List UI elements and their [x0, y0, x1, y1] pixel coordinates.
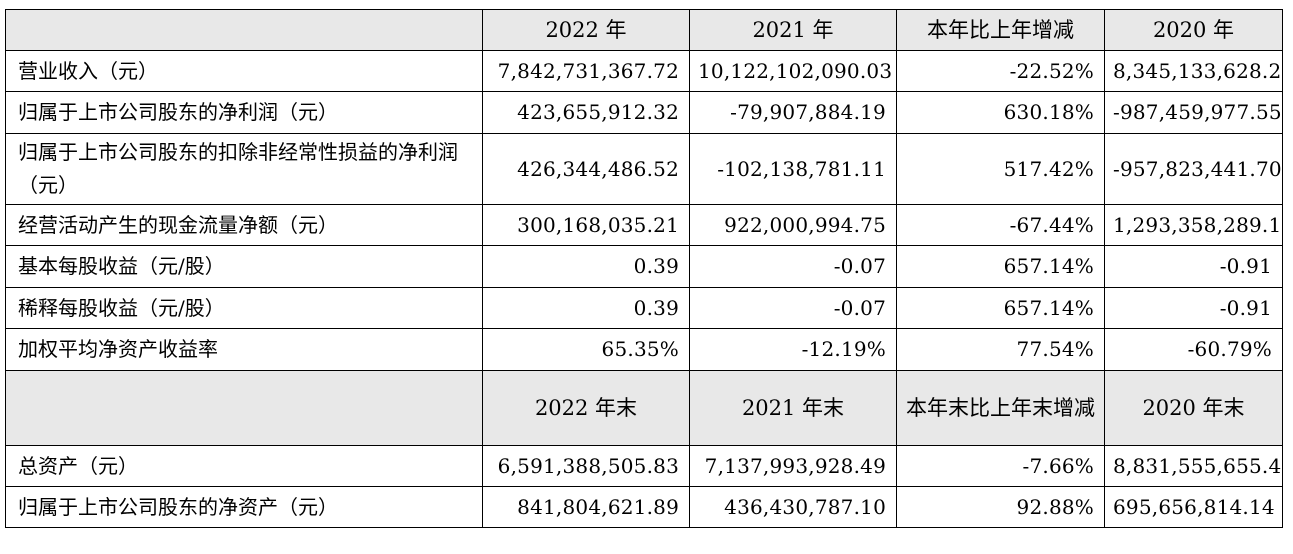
cell-value: 436,430,787.10 — [689, 486, 897, 528]
cell-value: 7,137,993,928.49 — [689, 445, 897, 487]
cell-value: 695,656,814.14 — [1104, 486, 1283, 528]
cell-value: 6,591,388,505.83 — [482, 445, 690, 487]
header-year-2022: 2022 年 — [482, 9, 690, 51]
row-label-operating-cash-flow: 经营活动产生的现金流量净额（元） — [5, 204, 483, 246]
cell-value: 423,655,912.32 — [482, 91, 690, 134]
cell-value: 300,168,035.21 — [482, 204, 690, 246]
cell-value: -0.07 — [689, 287, 897, 329]
header-year-2020: 2020 年 — [1104, 9, 1283, 51]
row-label-net-assets: 归属于上市公司股东的净资产（元） — [5, 486, 483, 528]
sub-header-year-end-2020: 2020 年末 — [1104, 370, 1283, 446]
cell-value: -0.91 — [1104, 287, 1283, 329]
cell-value: 65.35% — [482, 328, 690, 371]
cell-value: 657.14% — [896, 245, 1105, 288]
cell-value: -957,823,441.70 — [1104, 133, 1283, 205]
sub-header-year-end-2022: 2022 年末 — [482, 370, 690, 446]
cell-value: -60.79% — [1104, 328, 1283, 371]
row-label-revenue: 营业收入（元） — [5, 50, 483, 92]
cell-value: 657.14% — [896, 287, 1105, 329]
cell-value: 8,831,555,655.41 — [1104, 445, 1283, 487]
cell-value: 7,842,731,367.72 — [482, 50, 690, 92]
cell-value: -102,138,781.11 — [689, 133, 897, 205]
financial-table-container: 2022 年 2021 年 本年比上年增减 2020 年 营业收入（元） 7,8… — [5, 9, 1283, 528]
cell-value: -0.91 — [1104, 245, 1283, 288]
table-row: 总资产（元） 6,591,388,505.83 7,137,993,928.49… — [5, 445, 1283, 487]
table-row: 归属于上市公司股东的净利润（元） 423,655,912.32 -79,907,… — [5, 91, 1283, 134]
table-row: 经营活动产生的现金流量净额（元） 300,168,035.21 922,000,… — [5, 204, 1283, 246]
cell-value: 630.18% — [896, 91, 1105, 134]
cell-value: -7.66% — [896, 445, 1105, 487]
cell-value: 0.39 — [482, 287, 690, 329]
row-label-net-profit: 归属于上市公司股东的净利润（元） — [5, 91, 483, 134]
key-financial-indicators-table: 2022 年 2021 年 本年比上年增减 2020 年 营业收入（元） 7,8… — [5, 9, 1283, 528]
table-header-row: 2022 年 2021 年 本年比上年增减 2020 年 — [5, 9, 1283, 51]
cell-value: -22.52% — [896, 50, 1105, 92]
row-label-net-profit-excl-nonrecurring: 归属于上市公司股东的扣除非经常性损益的净利润（元） — [5, 133, 483, 205]
cell-value: 77.54% — [896, 328, 1105, 371]
sub-header-year-end-2021: 2021 年末 — [689, 370, 897, 446]
cell-value: 0.39 — [482, 245, 690, 288]
header-yoy-change: 本年比上年增减 — [896, 9, 1105, 51]
cell-value: 426,344,486.52 — [482, 133, 690, 205]
row-label-diluted-eps: 稀释每股收益（元/股） — [5, 287, 483, 329]
cell-value: 1,293,358,289.16 — [1104, 204, 1283, 246]
cell-value: -987,459,977.55 — [1104, 91, 1283, 134]
header-year-2021: 2021 年 — [689, 9, 897, 51]
cell-value: -12.19% — [689, 328, 897, 371]
cell-value: 92.88% — [896, 486, 1105, 528]
header-corner-cell — [5, 9, 483, 51]
table-row: 加权平均净资产收益率 65.35% -12.19% 77.54% -60.79% — [5, 328, 1283, 371]
table-row: 归属于上市公司股东的扣除非经常性损益的净利润（元） 426,344,486.52… — [5, 133, 1283, 205]
row-label-total-assets: 总资产（元） — [5, 445, 483, 487]
sub-header-year-end-change: 本年末比上年末增减 — [896, 370, 1105, 446]
cell-value: 10,122,102,090.03 — [689, 50, 897, 92]
table-sub-header-row: 2022 年末 2021 年末 本年末比上年末增减 2020 年末 — [5, 370, 1283, 446]
cell-value: -0.07 — [689, 245, 897, 288]
row-label-basic-eps: 基本每股收益（元/股） — [5, 245, 483, 288]
sub-header-corner-cell — [5, 370, 483, 446]
cell-value: -79,907,884.19 — [689, 91, 897, 134]
cell-value: 517.42% — [896, 133, 1105, 205]
table-row: 归属于上市公司股东的净资产（元） 841,804,621.89 436,430,… — [5, 486, 1283, 528]
cell-value: -67.44% — [896, 204, 1105, 246]
cell-value: 841,804,621.89 — [482, 486, 690, 528]
cell-value: 922,000,994.75 — [689, 204, 897, 246]
table-row: 基本每股收益（元/股） 0.39 -0.07 657.14% -0.91 — [5, 245, 1283, 288]
table-row: 营业收入（元） 7,842,731,367.72 10,122,102,090.… — [5, 50, 1283, 92]
table-row: 稀释每股收益（元/股） 0.39 -0.07 657.14% -0.91 — [5, 287, 1283, 329]
row-label-weighted-roe: 加权平均净资产收益率 — [5, 328, 483, 371]
cell-value: 8,345,133,628.27 — [1104, 50, 1283, 92]
